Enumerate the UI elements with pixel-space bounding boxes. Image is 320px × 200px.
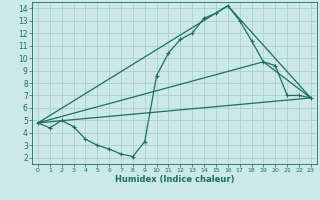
X-axis label: Humidex (Indice chaleur): Humidex (Indice chaleur) (115, 175, 234, 184)
